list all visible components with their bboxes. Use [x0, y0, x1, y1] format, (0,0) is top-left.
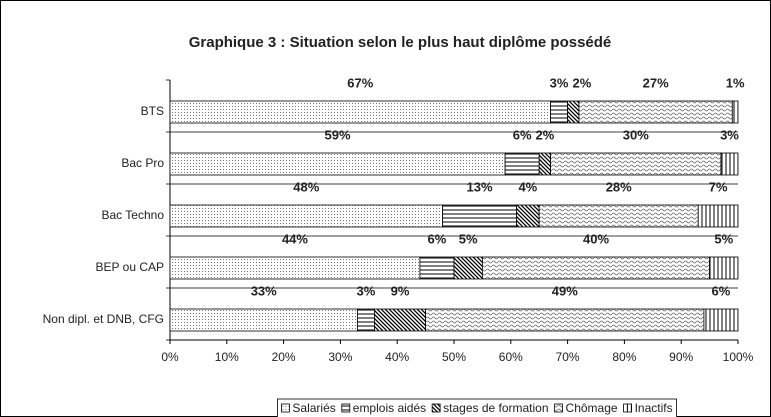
data-label: 6%: [428, 231, 447, 246]
legend-box: [277, 398, 677, 417]
x-tick-label: 60%: [499, 350, 523, 364]
bar-segment: [169, 204, 444, 228]
data-label: 3%: [550, 75, 569, 90]
bar-segment: [419, 256, 455, 280]
chart-title: Graphique 3 : Situation selon le plus ha…: [189, 34, 612, 51]
bar-segment: [578, 100, 733, 124]
legend-label: Inactifs: [635, 401, 673, 415]
legend: Salariés emplois aidés stages de formation…: [277, 398, 677, 417]
bar-segment: [169, 152, 506, 176]
y-tick-label: Bac Techno: [102, 208, 165, 222]
data-label: 6%: [513, 127, 532, 142]
bar-segment: [550, 100, 568, 124]
x-tick-label: 10%: [215, 350, 239, 364]
bar-segment: [731, 100, 739, 124]
data-label: 5%: [714, 231, 733, 246]
data-label: 3%: [357, 283, 376, 298]
x-tick-label: 90%: [669, 350, 693, 364]
data-label: 6%: [712, 283, 731, 298]
data-label: 5%: [459, 231, 478, 246]
legend-label: Salariés: [292, 401, 335, 415]
data-label: 49%: [552, 283, 578, 298]
x-tick-label: 0%: [161, 350, 179, 364]
data-label: 1%: [726, 75, 745, 90]
legend-label: Chômage: [566, 401, 618, 415]
bar-segment: [538, 204, 699, 228]
x-tick-label: 80%: [612, 350, 636, 364]
data-label: 48%: [293, 179, 319, 194]
data-label: 3%: [720, 127, 739, 142]
data-label: 30%: [623, 127, 649, 142]
bar-segment: [720, 152, 739, 176]
legend-swatch: [431, 403, 441, 413]
legend-label: stages de formation: [443, 401, 548, 415]
bar-segment: [516, 204, 540, 228]
data-label: 40%: [583, 231, 609, 246]
bar-segment: [504, 152, 540, 176]
data-label: 28%: [606, 179, 632, 194]
bar-segment: [538, 152, 551, 176]
data-label: 67%: [347, 75, 373, 90]
x-tick-label: 40%: [385, 350, 409, 364]
data-label: 2%: [572, 75, 591, 90]
x-tick-label: 100%: [723, 350, 754, 364]
bar-segment: [709, 256, 739, 280]
data-label: 27%: [643, 75, 669, 90]
data-label: 33%: [251, 283, 277, 298]
data-label: 7%: [709, 179, 728, 194]
bar-segment: [357, 308, 375, 332]
bar-segment: [169, 100, 551, 124]
data-label: 13%: [467, 179, 493, 194]
data-label: 4%: [518, 179, 537, 194]
y-tick-label: BEP ou CAP: [96, 260, 164, 274]
bar-segment: [697, 204, 739, 228]
data-label: 59%: [325, 127, 351, 142]
bar-segment: [453, 256, 483, 280]
bar-segment: [550, 152, 722, 176]
data-label: 44%: [282, 231, 308, 246]
bar-segment: [169, 256, 421, 280]
bar-segment: [374, 308, 427, 332]
legend-swatch: [341, 403, 351, 413]
legend-swatch: [281, 403, 290, 413]
bar-segment: [567, 100, 580, 124]
data-label: 2%: [536, 127, 555, 142]
legend-label: emplois aidés: [353, 401, 426, 415]
y-tick-label: BTS: [141, 104, 164, 118]
data-label: 9%: [391, 283, 410, 298]
legend-swatch: [554, 403, 563, 413]
x-tick-label: 30%: [328, 350, 352, 364]
x-tick-label: 50%: [442, 350, 466, 364]
bar-segment: [442, 204, 517, 228]
bar-segment: [425, 308, 705, 332]
bar-segment: [169, 308, 358, 332]
bar-segment: [481, 256, 710, 280]
legend-swatch: [623, 403, 632, 413]
bar-segment: [703, 308, 739, 332]
y-tick-label: Bac Pro: [121, 156, 164, 170]
y-tick-label: Non dipl. et DNB, CFG: [43, 312, 164, 326]
x-tick-label: 20%: [272, 350, 296, 364]
x-tick-label: 70%: [556, 350, 580, 364]
